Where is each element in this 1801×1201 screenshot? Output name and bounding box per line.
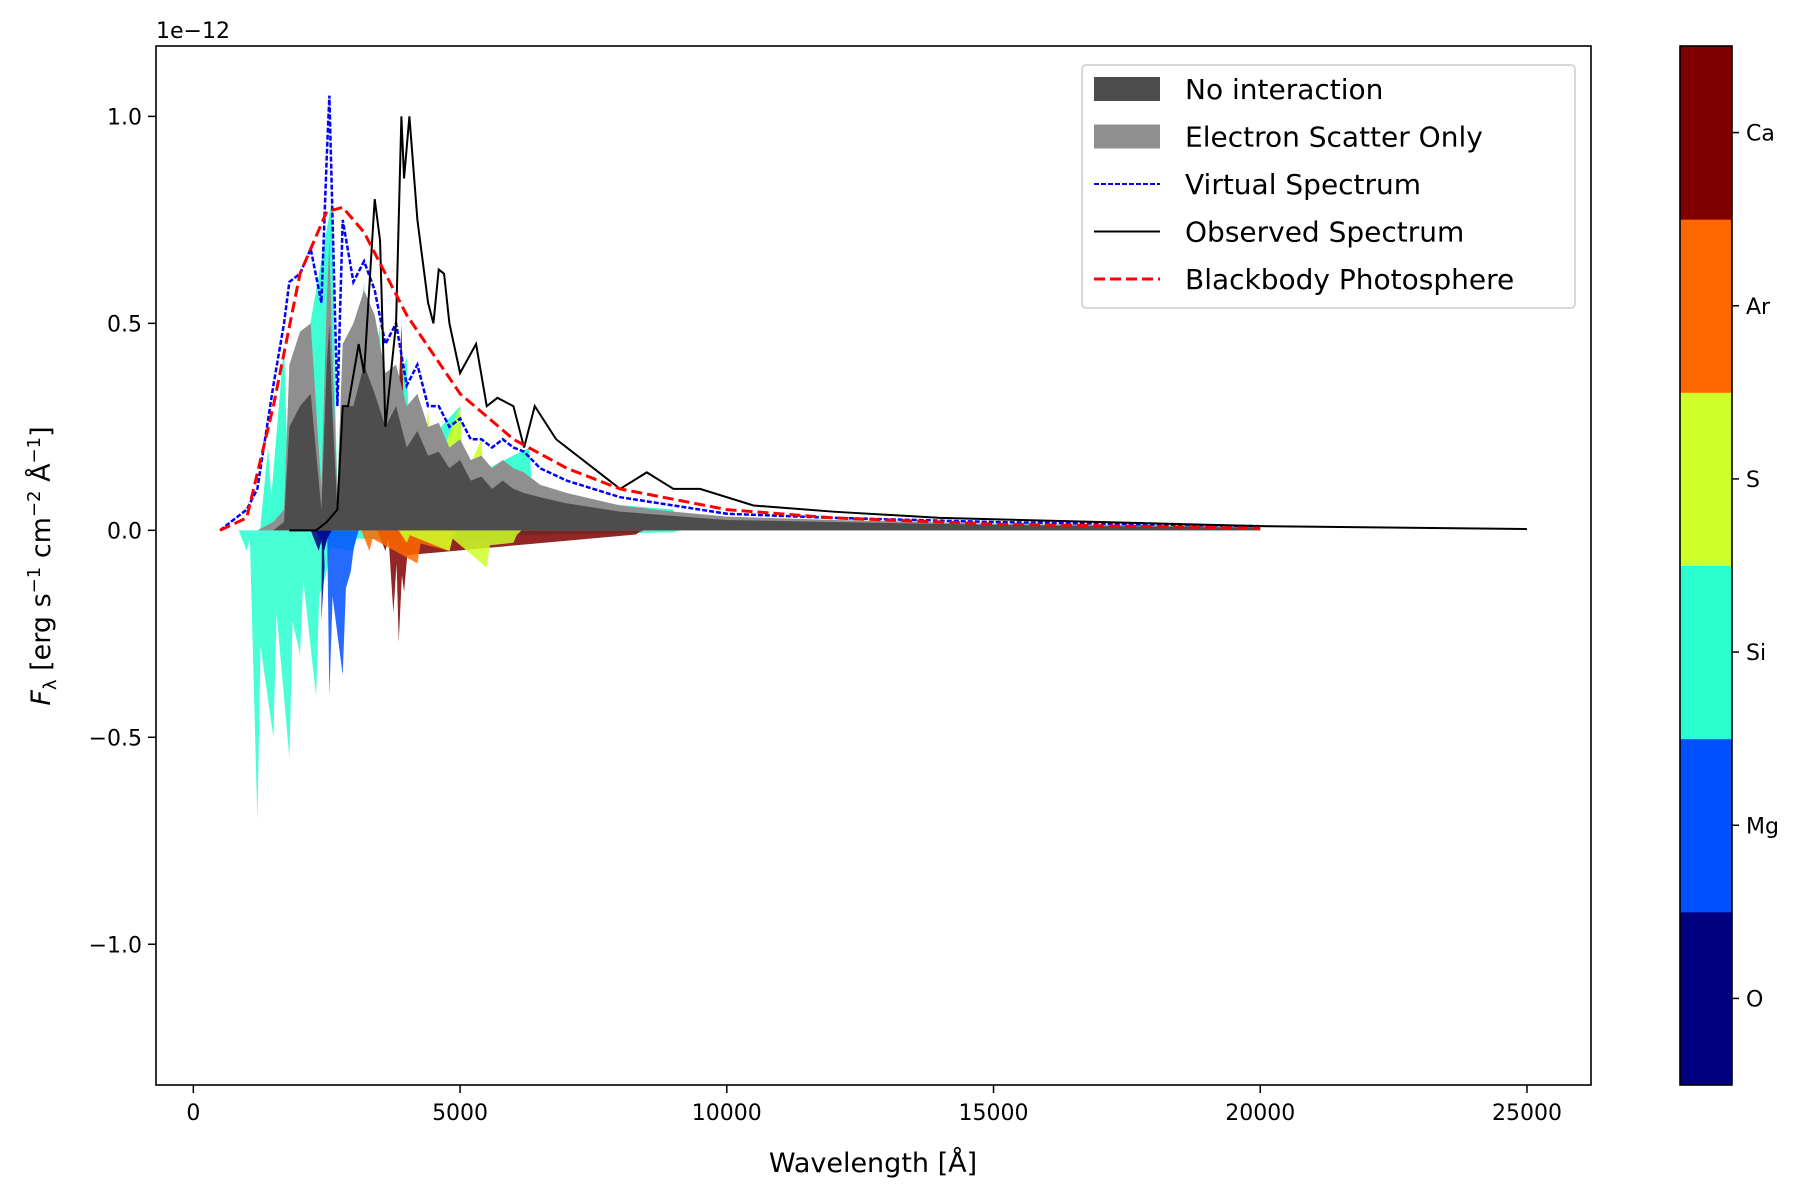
colorbar-label: O xyxy=(1746,987,1763,1012)
y-tick-label: −0.5 xyxy=(89,726,142,751)
x-tick-label: 20000 xyxy=(1225,1101,1295,1126)
axes-frame xyxy=(155,45,1592,1086)
colorbar-label: Mg xyxy=(1746,814,1779,839)
y-axis-label: Fλ [erg s−1 cm−2 Å−1] xyxy=(24,426,61,705)
legend-label: Observed Spectrum xyxy=(1185,216,1464,249)
contribution-si-absorption xyxy=(238,530,682,821)
legend: No interaction Electron Scatter Only Virtu… xyxy=(1081,64,1576,309)
colorbar-segment-mg xyxy=(1680,738,1732,913)
legend-label: Blackbody Photosphere xyxy=(1185,263,1514,296)
virtual-spectrum-line xyxy=(219,95,1261,532)
colorbar-label: Ca xyxy=(1746,122,1775,147)
colorbar-segment-s xyxy=(1680,392,1732,566)
colorbar-label: S xyxy=(1746,468,1760,493)
plot-area xyxy=(219,95,1528,821)
y-tick-label: 0.0 xyxy=(107,519,142,544)
y-tick-label: −1.0 xyxy=(89,933,142,958)
colorbar-label: Si xyxy=(1746,641,1766,666)
legend-label: Virtual Spectrum xyxy=(1185,168,1421,201)
contribution-s-absorption xyxy=(398,530,522,568)
colorbar-segment-ar xyxy=(1680,219,1732,393)
colorbar: O Mg Si S Ar Ca xyxy=(1679,45,1779,1086)
x-tick-label: 25000 xyxy=(1492,1101,1562,1126)
no-interaction-area xyxy=(220,323,1261,531)
colorbar-segment-ca xyxy=(1680,46,1732,220)
plot-content xyxy=(219,95,1528,821)
colorbar-segment-si xyxy=(1680,565,1732,740)
y-offset-label: 1e−12 xyxy=(156,19,230,44)
colorbar-frame xyxy=(1679,45,1733,1086)
legend-swatch xyxy=(1094,124,1160,149)
legend-label: No interaction xyxy=(1185,73,1383,106)
observed-spectrum-line xyxy=(289,116,1528,532)
axis-ticks: 0 5000 10000 15000 20000 25000 −1.0 −0.5 0.0 0.5 1… xyxy=(89,105,1562,1126)
colorbar-segment-o xyxy=(1680,911,1732,1086)
electron-scatter-area xyxy=(220,240,1261,531)
legend-label: Electron Scatter Only xyxy=(1185,121,1483,154)
x-tick-label: 15000 xyxy=(959,1101,1029,1126)
x-tick-label: 0 xyxy=(186,1101,200,1126)
x-axis-label: Wavelength [Å] xyxy=(769,1147,977,1179)
y-tick-label: 0.5 xyxy=(107,312,142,337)
blackbody-photosphere-line xyxy=(219,205,1261,532)
x-tick-label: 5000 xyxy=(432,1101,488,1126)
colorbar-label: Ar xyxy=(1746,295,1771,320)
legend-swatch xyxy=(1094,77,1160,101)
x-tick-label: 10000 xyxy=(692,1101,762,1126)
contribution-mg-absorption xyxy=(316,530,359,696)
y-tick-label: 1.0 xyxy=(107,105,142,130)
